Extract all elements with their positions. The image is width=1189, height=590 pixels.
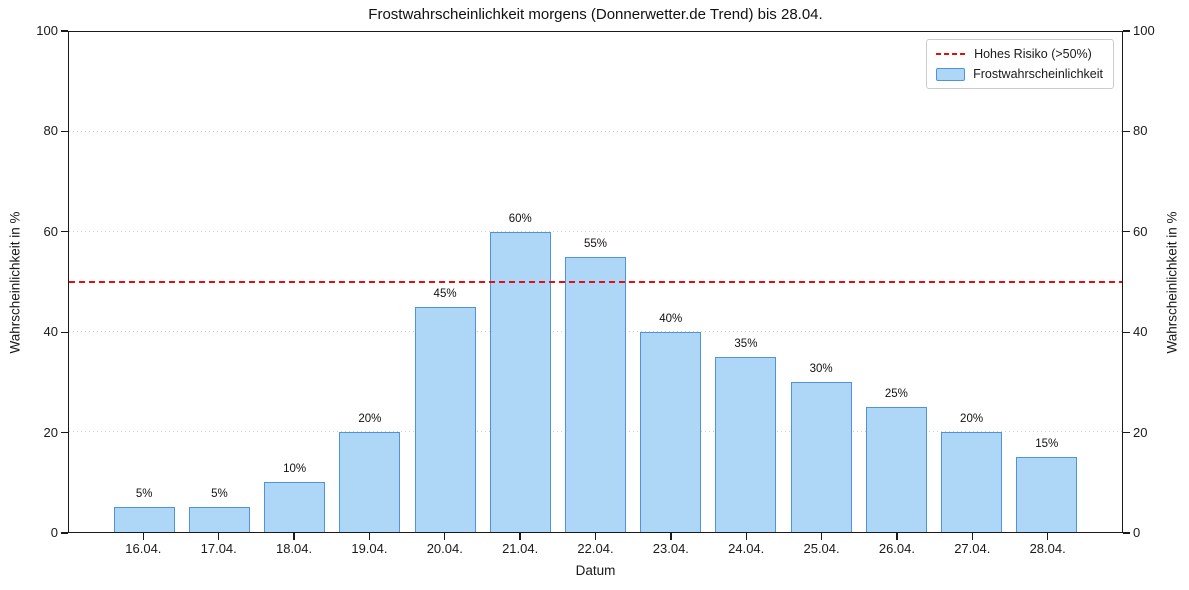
xtickmark-19.04. xyxy=(368,533,371,540)
ytick-left-20: 20 xyxy=(43,424,58,440)
xtick-label-28.04.: 28.04. xyxy=(1029,541,1066,556)
bar-value-label: 35% xyxy=(734,338,758,350)
xtickmark-23.04. xyxy=(670,533,672,540)
bar-value-label: 55% xyxy=(583,238,608,250)
bar-value-label: 40% xyxy=(659,313,683,325)
ytick-right-80: 80 xyxy=(1133,123,1148,139)
xtick-label-23.04.: 23.04. xyxy=(652,541,689,556)
ytick-right-0: 0 xyxy=(1133,525,1141,540)
ytick-right-20: 20 xyxy=(1133,424,1148,440)
tickmark-right-0 xyxy=(1123,532,1130,534)
xtick-label-25.04.: 25.04. xyxy=(803,541,840,556)
xtick-label-17.04.: 17.04. xyxy=(200,541,237,556)
bar-21.04. xyxy=(489,232,551,532)
xtick-label-18.04.: 18.04. xyxy=(275,541,313,556)
tickmark-left-60 xyxy=(61,231,68,233)
tickmark-left-40 xyxy=(61,331,68,333)
xtick-label-26.04.: 26.04. xyxy=(878,541,915,556)
xtickmark-26.04. xyxy=(896,533,898,540)
xtickmark-22.04. xyxy=(594,533,597,540)
legend-item-frost: Frostwahrscheinlichkeit xyxy=(936,67,1103,81)
bar-value-label: 45% xyxy=(433,288,457,300)
bar-value-label: 15% xyxy=(1035,438,1059,450)
tickmark-left-0 xyxy=(61,532,68,534)
bar-24.04. xyxy=(715,357,777,532)
bar-23.04. xyxy=(640,332,702,532)
xtick-label-20.04.: 20.04. xyxy=(426,541,463,556)
bar-18.04. xyxy=(264,482,326,532)
gridline-60 xyxy=(69,231,1122,232)
bar-26.04. xyxy=(865,407,927,532)
tickmark-right-40 xyxy=(1123,331,1130,333)
tickmark-right-80 xyxy=(1123,130,1130,133)
tickmark-left-100 xyxy=(61,30,68,32)
bar-22.04. xyxy=(565,257,626,532)
xtickmark-25.04. xyxy=(820,533,823,540)
tickmark-right-20 xyxy=(1123,431,1130,434)
ytick-right-40: 40 xyxy=(1133,324,1148,340)
bar-19.04. xyxy=(339,432,401,532)
xtick-label-19.04.: 19.04. xyxy=(351,541,388,556)
xtick-label-16.04.: 16.04. xyxy=(125,541,162,556)
ytick-right-100: 100 xyxy=(1133,23,1155,38)
plot-area: Hohes Risiko (>50%) Frostwahrscheinlichk… xyxy=(68,31,1123,533)
tickmark-left-20 xyxy=(61,431,68,434)
bar-20.04. xyxy=(414,307,476,532)
xtickmark-17.04. xyxy=(218,533,220,540)
xtick-label-24.04.: 24.04. xyxy=(728,541,765,556)
ytick-left-60: 60 xyxy=(43,223,58,239)
legend-label: Frostwahrscheinlichkeit xyxy=(973,67,1103,81)
ytick-left-0: 0 xyxy=(50,525,58,540)
ytick-left-80: 80 xyxy=(43,123,58,139)
red-dashed-line-icon xyxy=(936,53,967,55)
x-axis-label: Datum xyxy=(575,563,616,578)
xtickmark-21.04. xyxy=(519,533,521,540)
bar-value-label: 30% xyxy=(809,363,833,375)
bar-17.04. xyxy=(188,507,250,532)
bar-28.04. xyxy=(1016,457,1078,532)
legend-label: Hohes Risiko (>50%) xyxy=(974,47,1092,61)
ytick-right-60: 60 xyxy=(1133,223,1148,239)
xtickmark-28.04. xyxy=(1046,533,1049,540)
blue-bar-swatch-icon xyxy=(936,67,966,81)
xtickmark-27.04. xyxy=(971,533,973,540)
bar-value-label: 60% xyxy=(508,213,532,225)
threshold-line xyxy=(69,281,1122,283)
bar-value-label: 5% xyxy=(135,488,153,500)
bar-27.04. xyxy=(941,432,1003,532)
xtick-label-22.04.: 22.04. xyxy=(577,541,614,556)
bar-16.04. xyxy=(113,507,175,532)
xtick-label-21.04.: 21.04. xyxy=(502,541,539,556)
chart-title: Frostwahrscheinlichkeit morgens (Donnerw… xyxy=(368,6,823,23)
xtickmark-24.04. xyxy=(745,533,747,540)
xtickmark-18.04. xyxy=(293,533,295,540)
legend-item-threshold: Hohes Risiko (>50%) xyxy=(936,47,1103,61)
ytick-left-100: 100 xyxy=(36,23,58,38)
xtickmark-16.04. xyxy=(142,533,145,540)
bar-value-label: 5% xyxy=(211,488,228,500)
bar-value-label: 20% xyxy=(960,413,984,425)
tickmark-right-60 xyxy=(1123,231,1130,233)
tickmark-left-80 xyxy=(61,130,68,133)
bar-value-label: 10% xyxy=(283,463,307,475)
ytick-left-40: 40 xyxy=(43,324,58,340)
bar-value-label: 25% xyxy=(884,388,908,400)
xtickmark-20.04. xyxy=(444,533,446,540)
legend: Hohes Risiko (>50%) Frostwahrscheinlichk… xyxy=(926,39,1114,89)
gridline-80 xyxy=(69,131,1122,132)
bar-25.04. xyxy=(790,382,852,532)
bar-value-label: 20% xyxy=(358,413,382,425)
xtick-label-27.04.: 27.04. xyxy=(954,541,991,556)
tickmark-right-100 xyxy=(1123,30,1130,32)
